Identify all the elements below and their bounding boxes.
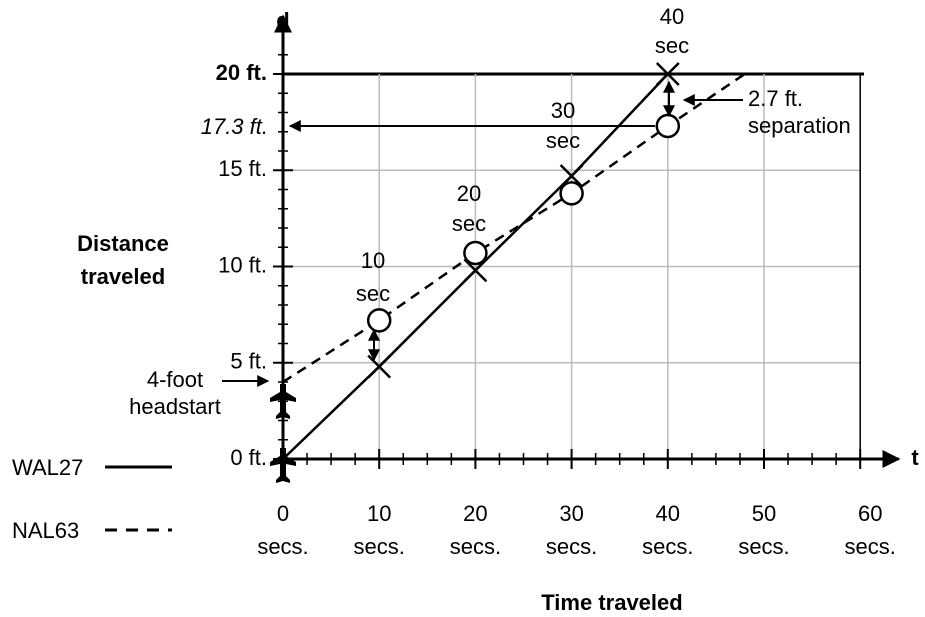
legend-label: NAL63 [12,518,79,543]
x-tick-label: 30 secs. [546,501,597,559]
legend-label: WAL27 [12,455,83,480]
cross-marker [559,164,584,188]
y-tick-label: 15 ft. [218,156,267,181]
labels: 0 ft. 5 ft. 10 ft. 15 ft. 20 ft. 0 secs. 10 secs… [12,4,919,615]
y-tick-label: 10 ft. [218,252,267,277]
y-tick-label: 0 ft. [230,445,267,470]
circle-marker [366,308,392,333]
circle-marker [559,181,584,206]
separation-annotation: 2.7 ft. separation [748,86,851,138]
circle-marker [463,240,488,266]
y-axis-label: Distance traveled [77,231,169,289]
grid [283,72,864,459]
circle-marker [655,113,681,139]
x-tick-label: 20 secs. [450,501,501,559]
axes [273,14,901,469]
cross-marker [463,258,488,283]
time-annotation: 20 sec [452,181,486,236]
x-tick-label: 40 secs. [642,501,693,559]
plane-icon [270,384,296,483]
series-line [282,72,746,384]
plot-area [282,62,746,460]
y-axis-symbol: d [276,8,289,33]
x-tick-label: 60 secs. [845,501,896,559]
y-tick-label: 20 ft. [216,60,267,85]
x-axis-label: Time traveled [541,590,682,615]
time-annotation: 30 sec [546,98,580,153]
x-axis-symbol: t [911,445,919,470]
value-annotation: 17.3 ft. [201,114,268,139]
x-tick-label: 0 secs. [257,501,308,559]
time-annotation: 40 sec [655,4,689,58]
x-tick-label: 50 secs. [738,501,789,559]
time-annotation: 10 sec [356,248,390,306]
y-tick-label: 5 ft. [230,349,267,374]
cross-marker [655,62,680,86]
headstart-annotation: 4-foot headstart [129,367,221,419]
x-tick-label: 10 secs. [354,501,405,559]
